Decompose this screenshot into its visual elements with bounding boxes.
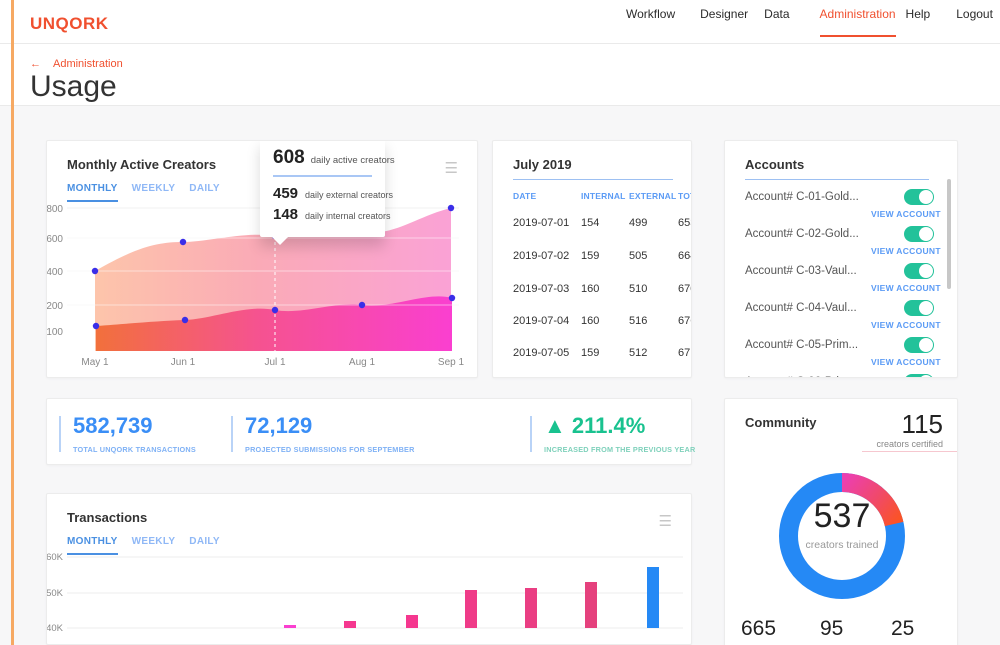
svg-text:Jun 1: Jun 1 xyxy=(171,357,196,368)
svg-text:Aug 1: Aug 1 xyxy=(349,357,376,368)
svg-text:Sep 1: Sep 1 xyxy=(438,357,465,368)
svg-text:600: 600 xyxy=(47,234,63,245)
svg-text:200: 200 xyxy=(47,301,63,312)
svg-text:Jul 1: Jul 1 xyxy=(264,357,286,368)
svg-text:100: 100 xyxy=(47,327,63,338)
svg-text:40K: 40K xyxy=(47,623,64,634)
svg-text:800: 800 xyxy=(47,204,63,215)
svg-text:May 1: May 1 xyxy=(81,357,109,368)
svg-text:60K: 60K xyxy=(47,552,64,563)
svg-text:50K: 50K xyxy=(47,588,64,599)
svg-text:400: 400 xyxy=(47,267,63,278)
